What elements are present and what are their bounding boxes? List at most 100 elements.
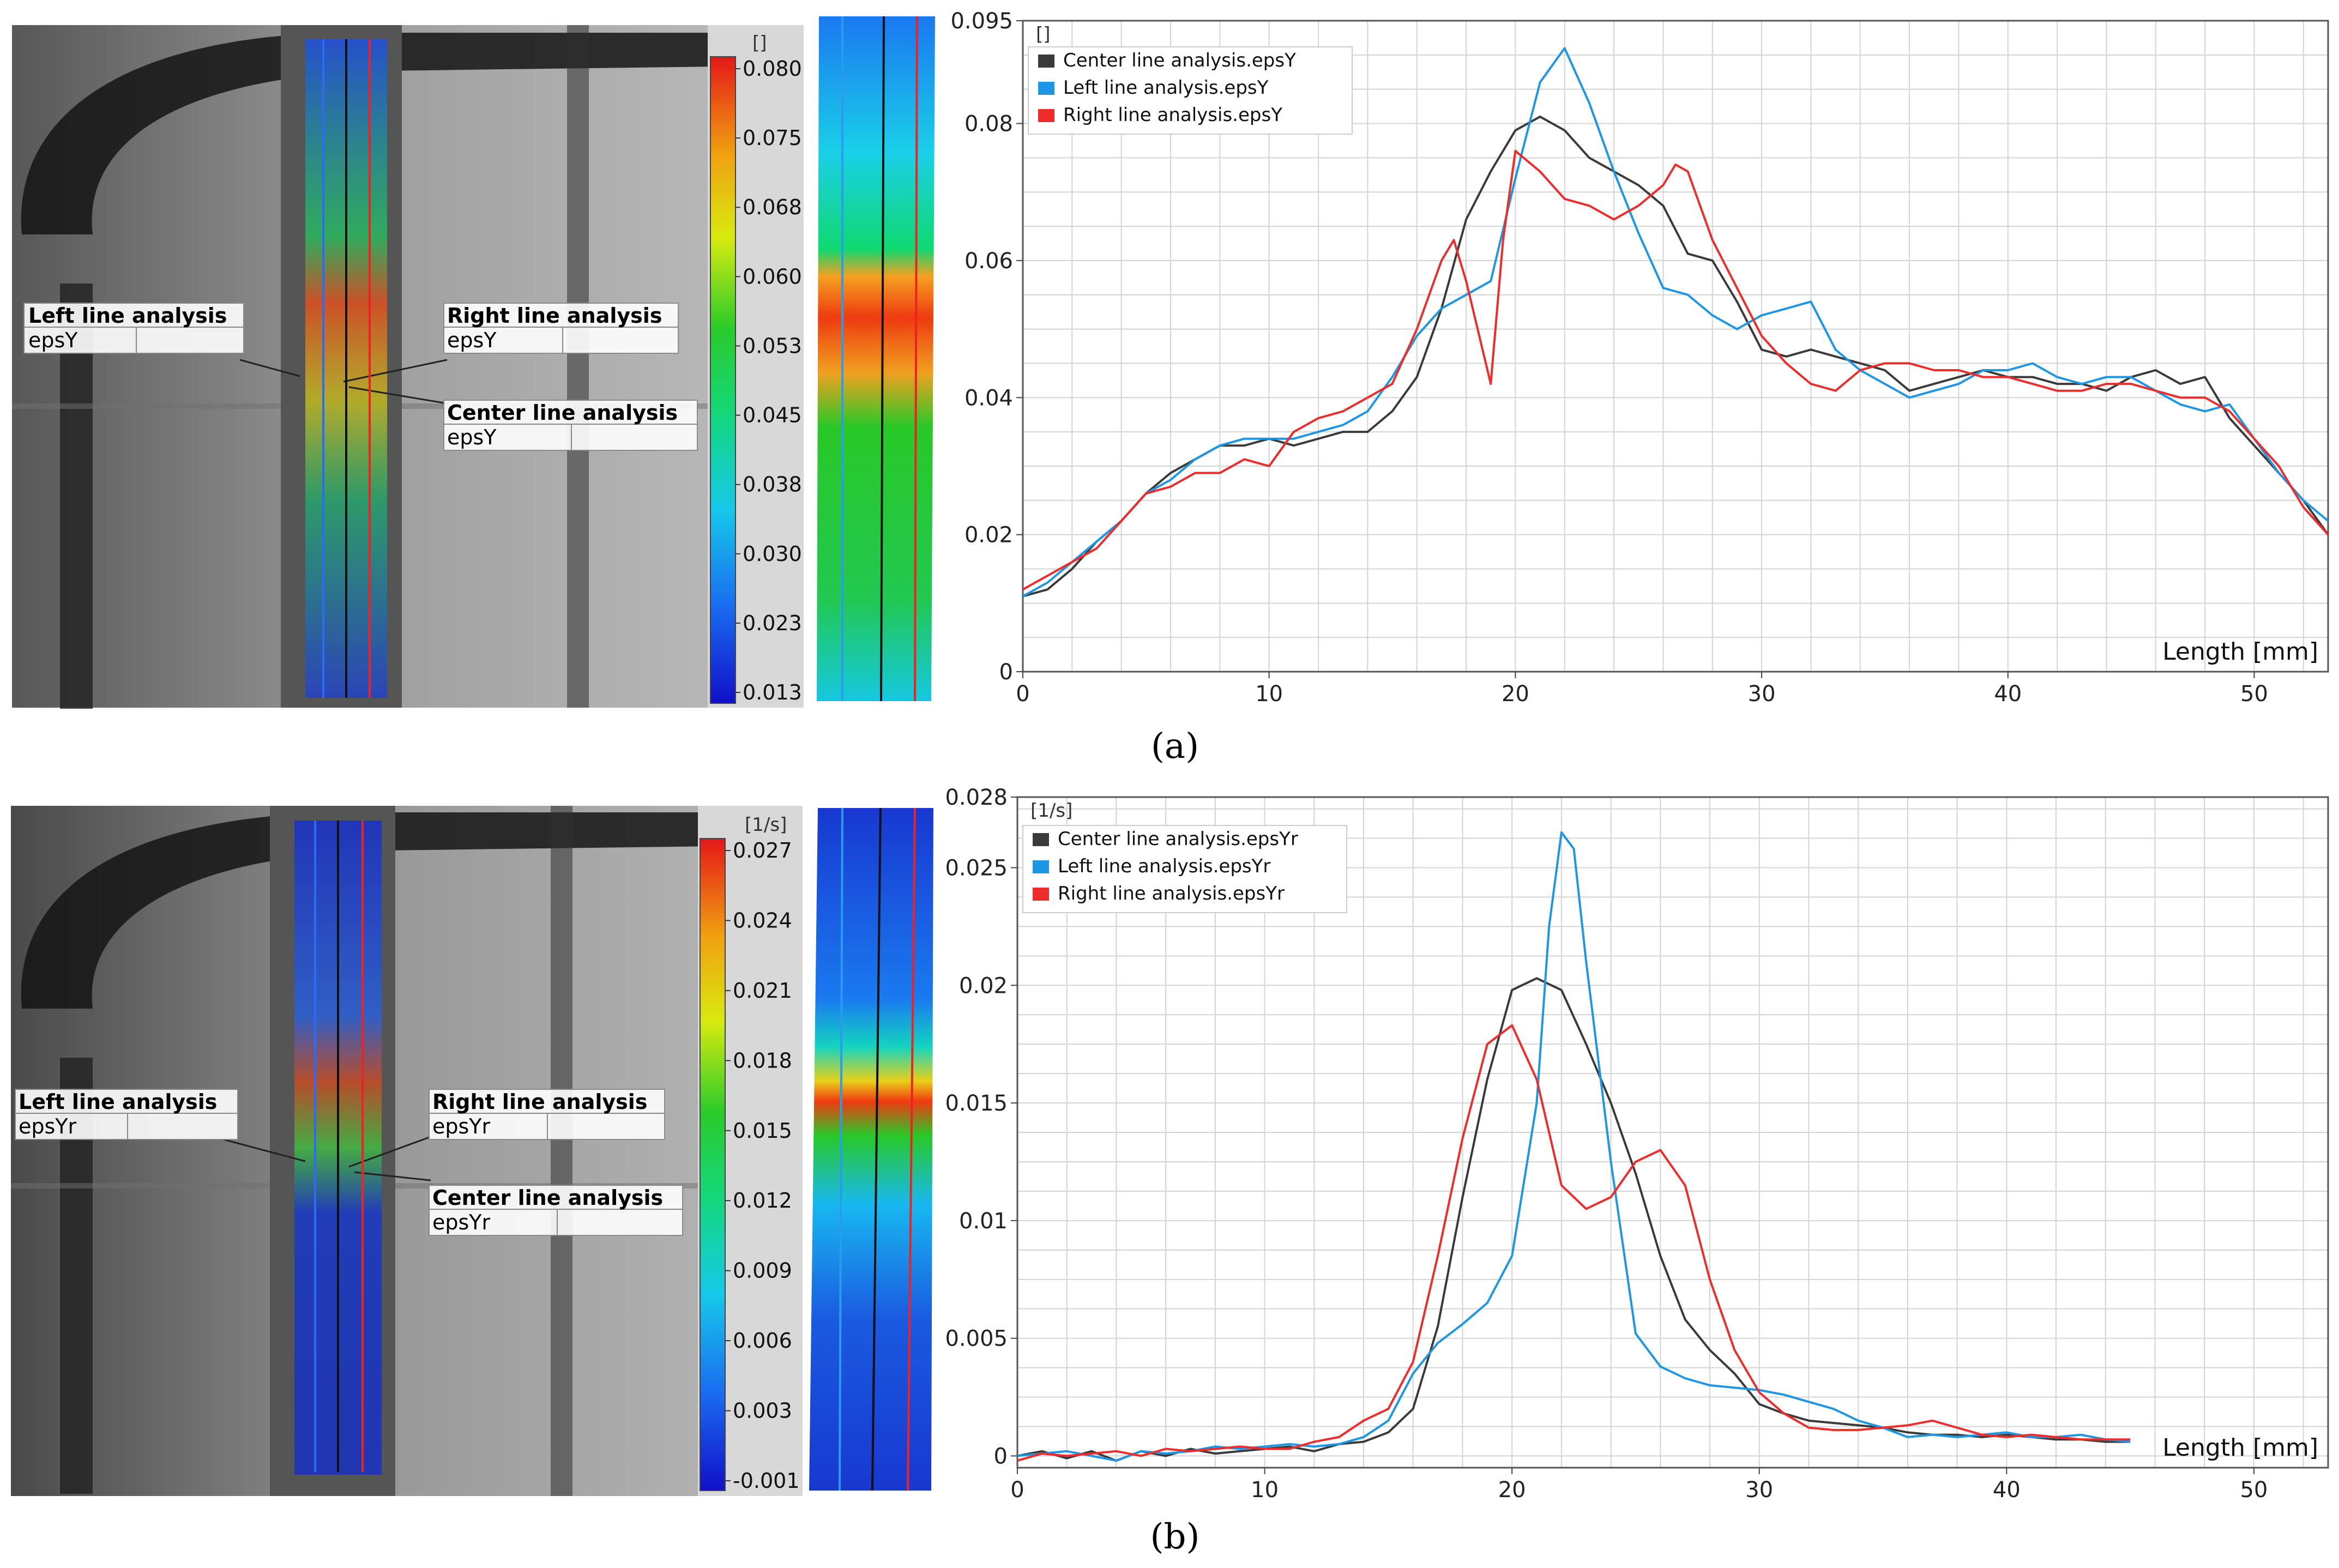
right-line-title: Right line analysis — [432, 1090, 647, 1114]
y-tick-label: 0.025 — [945, 855, 1008, 881]
legend-entry: Right line analysis.epsY — [1063, 104, 1282, 126]
legend-entry: Left line analysis.epsY — [1063, 77, 1269, 99]
colorbar-tick-label: 0.023 — [743, 611, 802, 635]
center-line-value: epsY — [447, 425, 497, 449]
right-line-label-b: Right line analysis epsYr — [429, 1089, 665, 1140]
caption-b: (b) — [1150, 1517, 1200, 1557]
colorbar-unit: [1/s] — [745, 814, 787, 836]
legend-entry: Center line analysis.epsY — [1063, 50, 1296, 71]
x-tick-label: 20 — [1498, 1477, 1526, 1503]
colorbar-tick-label: 0.006 — [733, 1329, 792, 1353]
colorbar-b: [1/s] 0.027 0.024 0.021 0.018 0.015 0.012 0.00… — [698, 806, 803, 1496]
y-tick-label: 0 — [994, 1444, 1008, 1469]
photo-b — [11, 806, 803, 1496]
legend-entry: Left line analysis.epsYr — [1058, 855, 1270, 877]
legend-entry: Center line analysis.epsYr — [1058, 828, 1298, 850]
center-line-label-b: Center line analysis epsYr — [429, 1185, 683, 1236]
y-tick-label: 0.095 — [950, 9, 1013, 34]
legend-box — [1028, 46, 1353, 135]
legend: Center line analysis.epsY Left line analy… — [1028, 46, 1353, 135]
strain-strip-b — [809, 807, 933, 1491]
caption-a: (a) — [1151, 726, 1199, 767]
colorbar-tick-label: 0.027 — [733, 839, 792, 863]
line-chart-b: 0 10 20 30 40 50 0 0.005 0.01 0.015 0.02 0.025 0.028… — [945, 785, 2329, 1503]
series-line — [1022, 47, 2329, 598]
plot-frame — [1016, 796, 2329, 1469]
left-line-value: epsYr — [19, 1114, 77, 1138]
right-line-title: Right line analysis — [447, 304, 662, 328]
center-line-title: Center line analysis — [432, 1186, 663, 1210]
y-tick-label: 0.005 — [945, 1326, 1008, 1352]
plot-frame — [1022, 20, 2329, 673]
left-line-label-a: Left line analysis epsY — [23, 303, 244, 354]
colorbar-tick-label: 0.018 — [733, 1048, 792, 1072]
left-line-value: epsY — [28, 328, 78, 352]
y-tick-label: 0 — [999, 660, 1013, 685]
right-line-label-a: Right line analysis epsY — [443, 303, 679, 354]
legend-swatch — [1033, 888, 1049, 901]
colorbar-tick-label: 0.030 — [743, 542, 802, 566]
colorbar-tick-label: 0.038 — [743, 473, 802, 497]
x-tick-label: 50 — [2240, 1477, 2268, 1503]
colorbar-tick-label: 0.080 — [743, 57, 802, 81]
line-annotations-a: Left line analysis epsY Right line analy… — [23, 39, 698, 698]
y-tick-label: 0.01 — [959, 1209, 1008, 1234]
legend-swatch — [1038, 82, 1054, 95]
x-tick-label: 10 — [1255, 682, 1283, 707]
colorbar-tick-label: 0.068 — [743, 195, 802, 219]
y-tick-label: 0.02 — [964, 523, 1013, 548]
colorbar-tick-label: 0.045 — [743, 403, 802, 427]
colorbar-tick-label: 0.009 — [733, 1259, 792, 1283]
series-line — [1017, 831, 2131, 1462]
legend-swatch — [1038, 109, 1054, 122]
colorbar-tick-label: 0.021 — [733, 979, 792, 1003]
left-line-label-b: Left line analysis epsYr — [15, 1089, 238, 1140]
legend-box — [1022, 825, 1347, 913]
legend: Center line analysis.epsYr Left line anal… — [1022, 825, 1347, 913]
x-tick-label: 30 — [1745, 1477, 1773, 1503]
colorbar-tick-label: 0.075 — [743, 126, 802, 150]
colorbar-unit: [] — [752, 32, 767, 54]
photo-a — [12, 25, 804, 709]
colorbar-a: [] 0.080 0.075 0.068 0.060 0.053 0.045 0.038 0.… — [708, 25, 804, 708]
x-tick-label: 0 — [1010, 1477, 1024, 1503]
right-line-value: epsYr — [432, 1114, 491, 1138]
left-line-title: Left line analysis — [28, 304, 227, 328]
x-tick-label: 50 — [2240, 682, 2268, 707]
x-tick-label: 40 — [1993, 1477, 2021, 1503]
legend-swatch — [1033, 833, 1049, 846]
left-line-title: Left line analysis — [19, 1090, 217, 1114]
y-tick-label: 0.08 — [964, 112, 1013, 137]
colorbar-tick-label: 0.012 — [733, 1189, 792, 1213]
colorbar-tick-label: 0.003 — [733, 1399, 792, 1423]
x-tick-label: 30 — [1748, 682, 1776, 707]
chart-unit-label: [] — [1036, 23, 1051, 45]
panel-b: Left line analysis epsYr Right line anal… — [11, 785, 2329, 1557]
chart-unit-label: [1/s] — [1030, 800, 1072, 822]
y-tick-label: 0.04 — [964, 385, 1013, 411]
legend-swatch — [1038, 55, 1054, 68]
y-tick-label: 0.06 — [964, 249, 1013, 274]
legend-entry: Right line analysis.epsYr — [1058, 883, 1285, 904]
colorbar-tick-label: -0.001 — [733, 1469, 800, 1493]
x-tick-label: 20 — [1502, 682, 1529, 707]
series-line — [1017, 1024, 2131, 1462]
center-line-label-a: Center line analysis epsY — [443, 400, 698, 451]
x-tick-label: 10 — [1251, 1477, 1279, 1503]
y-tick-label: 0.015 — [945, 1091, 1008, 1116]
x-axis-label: Length [mm] — [2162, 638, 2318, 666]
panel-a: Left line analysis epsY Right line analy… — [12, 9, 2329, 767]
strain-strip-a — [817, 16, 935, 702]
y-tick-label: 0.028 — [945, 785, 1008, 810]
center-line-title: Center line analysis — [447, 401, 678, 425]
y-tick-label: 0.02 — [959, 973, 1008, 998]
series-line — [1017, 977, 2131, 1462]
x-tick-label: 40 — [1994, 682, 2022, 707]
colorbar-tick-label: 0.024 — [733, 908, 792, 932]
x-axis-label: Length [mm] — [2162, 1434, 2318, 1462]
colorbar-tick-label: 0.015 — [733, 1119, 792, 1143]
right-line-value: epsY — [447, 328, 497, 352]
colorbar-tick-label: 0.053 — [743, 334, 802, 358]
colorbar-tick-label: 0.060 — [743, 264, 802, 288]
